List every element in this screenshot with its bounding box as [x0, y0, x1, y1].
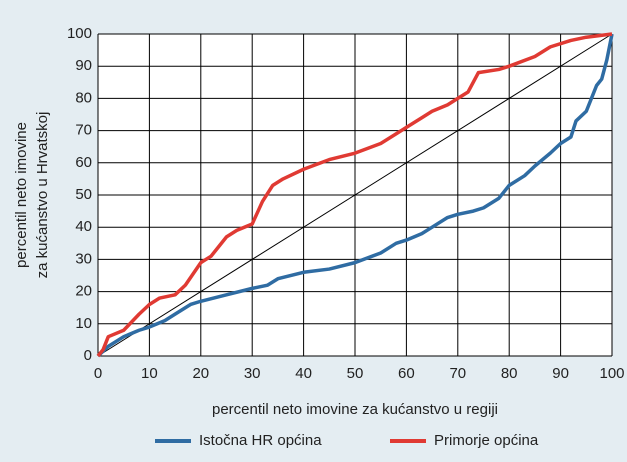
diagonal-line	[97, 33, 613, 357]
x-tick-label: 70	[449, 365, 466, 382]
y-tick-label: 30	[75, 250, 92, 267]
y-tick-label: 20	[75, 283, 92, 300]
y-axis-label: percentil neto imovine	[13, 122, 30, 268]
y-tick-label: 100	[67, 25, 92, 42]
x-tick-label: 40	[295, 365, 312, 382]
x-tick-label: 20	[192, 365, 209, 382]
y-tick-label: 80	[75, 89, 92, 106]
x-tick-label: 100	[599, 365, 624, 382]
x-tick-label: 50	[347, 365, 364, 382]
legend-label: Primorje općina	[434, 432, 539, 449]
series-line	[96, 33, 614, 358]
series-line	[96, 32, 613, 358]
y-tick-label: 10	[75, 315, 92, 332]
x-axis-label: percentil neto imovine za kućanstvo u re…	[212, 401, 498, 418]
y-axis-label: za kućanstvo u Hrvatskoj	[34, 112, 51, 279]
legend-label: Istočna HR općina	[199, 432, 322, 449]
x-tick-label: 60	[398, 365, 415, 382]
x-tick-label: 80	[501, 365, 518, 382]
x-tick-label: 10	[141, 365, 158, 382]
y-tick-label: 40	[75, 218, 92, 235]
y-tick-label: 0	[84, 347, 92, 364]
y-tick-label: 50	[75, 186, 92, 203]
y-tick-label: 90	[75, 57, 92, 74]
x-tick-label: 0	[94, 365, 102, 382]
x-tick-label: 30	[244, 365, 261, 382]
y-tick-label: 60	[75, 154, 92, 171]
x-tick-label: 90	[552, 365, 569, 382]
y-tick-label: 70	[75, 122, 92, 139]
